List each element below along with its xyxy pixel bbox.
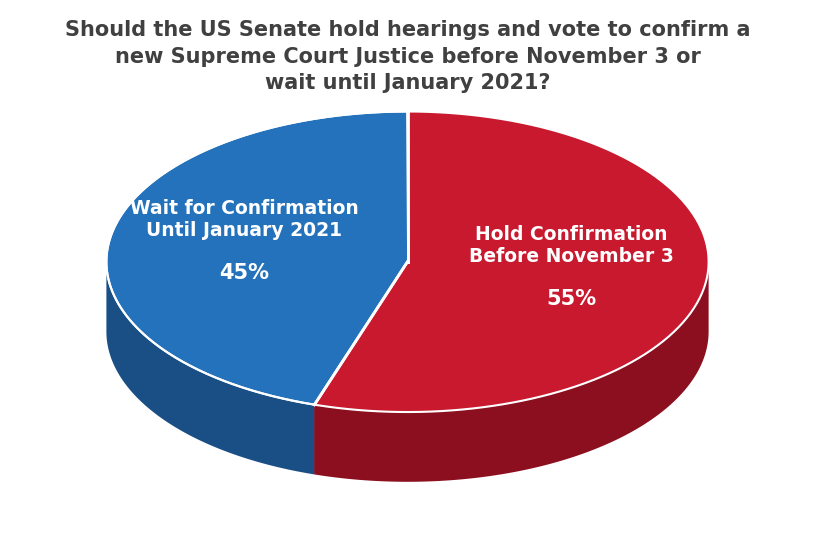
Polygon shape — [315, 262, 708, 482]
Text: Should the US Senate hold hearings and vote to confirm a
new Supreme Court Justi: Should the US Senate hold hearings and v… — [64, 20, 751, 93]
Text: 55%: 55% — [546, 289, 596, 309]
Polygon shape — [315, 262, 408, 475]
Text: Hold Confirmation
Before November 3: Hold Confirmation Before November 3 — [469, 225, 673, 265]
Polygon shape — [315, 262, 408, 475]
Polygon shape — [107, 112, 408, 405]
Polygon shape — [315, 112, 708, 412]
Polygon shape — [107, 263, 315, 475]
Text: Wait for Confirmation
Until January 2021: Wait for Confirmation Until January 2021 — [130, 199, 359, 240]
Text: 45%: 45% — [219, 263, 269, 283]
